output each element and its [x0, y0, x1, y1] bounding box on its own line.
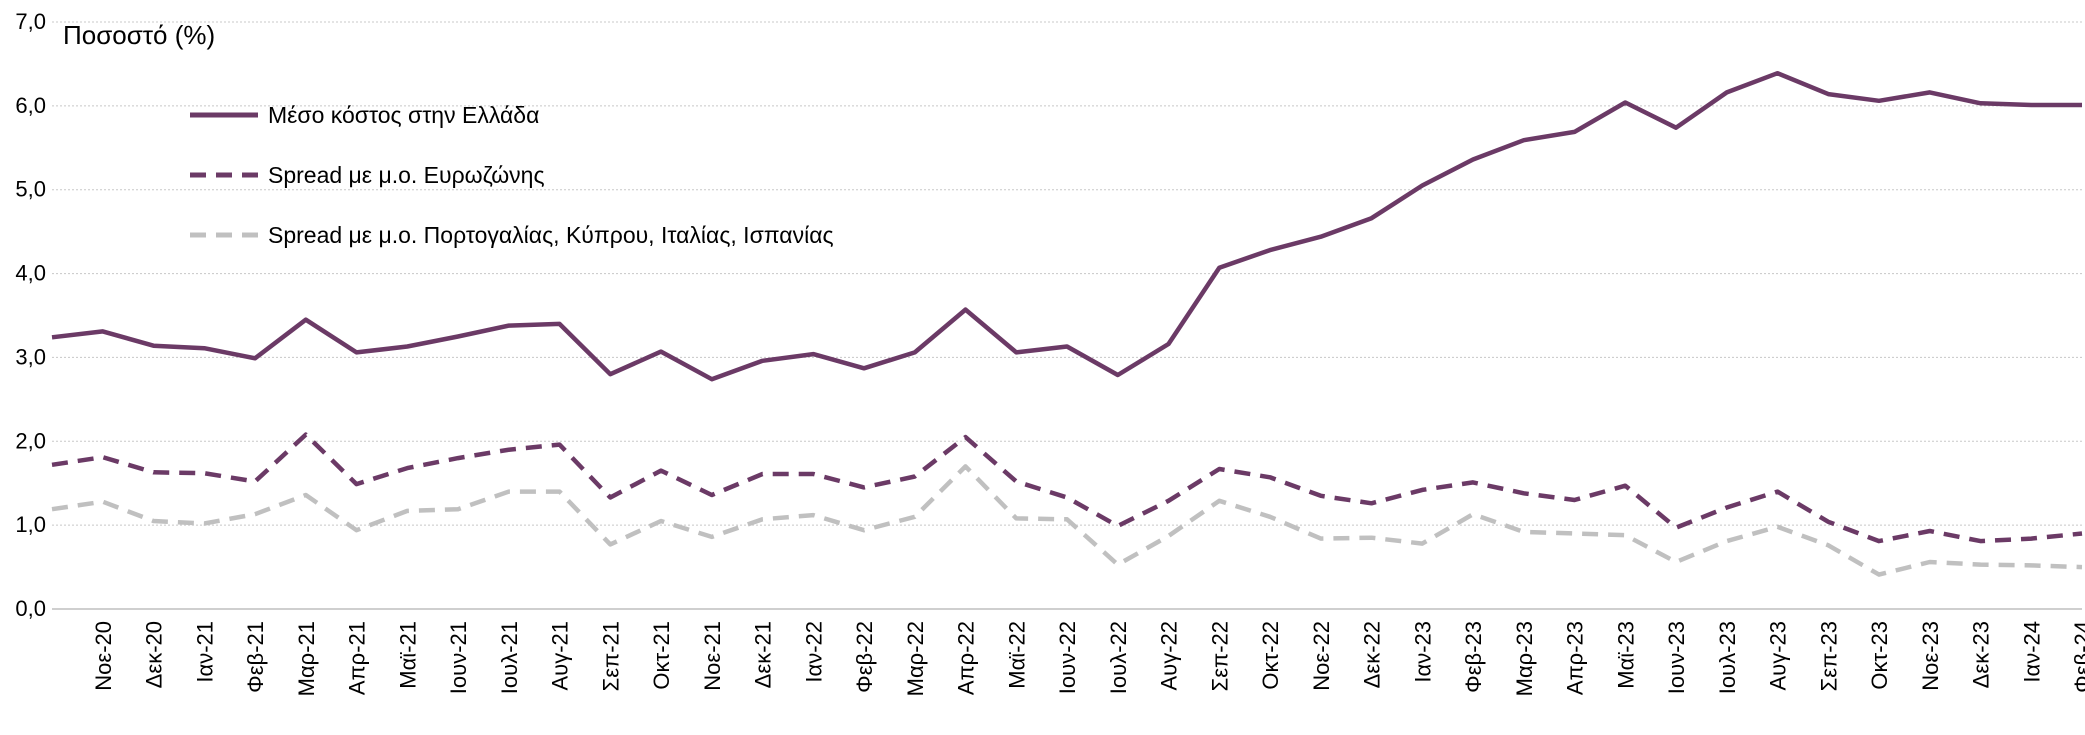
x-tick-label: Νοε-22 [1309, 621, 1334, 691]
y-axis-title: Ποσοστό (%) [63, 20, 216, 50]
y-tick-label: 6,0 [15, 93, 46, 118]
x-tick-label: Νοε-20 [91, 621, 116, 691]
y-tick-label: 5,0 [15, 177, 46, 202]
x-tick-label: Ιουλ-21 [497, 621, 522, 694]
x-tick-label: Φεβ-24 [2070, 621, 2085, 693]
x-tick-label: Αυγ-23 [1766, 621, 1791, 691]
x-tick-label: Ιουν-22 [1055, 621, 1080, 694]
x-tick-label: Ιαν-23 [1410, 621, 1435, 683]
gridlines [52, 21, 2082, 526]
x-tick-label: Φεβ-21 [243, 621, 268, 693]
y-tick-label: 3,0 [15, 344, 46, 369]
x-tick-label: Ιουλ-23 [1715, 621, 1740, 694]
x-tick-label: Οκτ-22 [1258, 621, 1283, 690]
x-tick-label: Σεπ-21 [598, 621, 623, 691]
x-tick-label: Μαϊ-23 [1613, 621, 1638, 689]
legend-label: Spread με μ.ο. Ευρωζώνης [268, 162, 545, 188]
x-tick-label: Αυγ-22 [1157, 621, 1182, 691]
x-tick-label: Αυγ-21 [548, 621, 573, 691]
x-tick-label: Νοε-21 [700, 621, 725, 691]
x-tick-label: Μαϊ-21 [395, 621, 420, 689]
series-line-1 [51, 70, 2082, 382]
x-tick-label: Σεπ-22 [1207, 621, 1232, 691]
y-tick-label: 0,0 [15, 596, 46, 621]
x-tick-label: Απρ-21 [345, 621, 370, 695]
series-lines [51, 70, 2083, 577]
x-tick-label: Δεκ-20 [142, 621, 167, 688]
x-tick-label: Μαϊ-22 [1004, 621, 1029, 689]
x-tick-label: Νοε-23 [1918, 621, 1943, 691]
y-tick-label: 1,0 [15, 512, 46, 537]
x-tick-label: Ιαν-22 [801, 621, 826, 683]
legend-label: Spread με μ.ο. Πορτογαλίας, Κύπρου, Ιταλ… [268, 222, 834, 248]
y-axis-tick-labels: 0,0 1,0 2,0 3,0 4,0 5,0 6,0 7,0 [15, 9, 46, 621]
x-tick-label: Ιαν-21 [192, 621, 217, 683]
x-tick-label: Απρ-23 [1563, 621, 1588, 695]
y-tick-label: 2,0 [15, 428, 46, 453]
x-tick-label: Δεκ-22 [1360, 621, 1385, 688]
x-tick-label: Ιαν-24 [2019, 621, 2044, 683]
x-tick-label: Ιουν-21 [446, 621, 471, 694]
x-tick-label: Δεκ-23 [1969, 621, 1994, 688]
x-tick-label: Σεπ-23 [1816, 621, 1841, 691]
y-tick-label: 7,0 [15, 9, 46, 34]
legend-swatch-solid [190, 112, 258, 118]
x-axis-tick-labels: Νοε-20 Δεκ-20 Ιαν-21 Φεβ-21 Μαρ-21 Απρ-21 Μαϊ-… [91, 621, 2085, 696]
legend-label: Μέσο κόστος στην Ελλάδα [268, 102, 540, 128]
x-tick-label: Μαρ-23 [1512, 621, 1537, 696]
x-tick-label: Μαρ-21 [294, 621, 319, 696]
x-tick-label: Οκτ-23 [1867, 621, 1892, 690]
x-tick-label: Ιουλ-22 [1106, 621, 1131, 694]
x-tick-label: Μαρ-22 [903, 621, 928, 696]
legend-swatch-dashed [190, 172, 258, 178]
x-tick-label: Απρ-22 [954, 621, 979, 695]
legend-swatch-dashed-gray [190, 232, 258, 238]
x-tick-label: Δεκ-21 [751, 621, 776, 688]
series-line-3 [51, 464, 2083, 577]
x-tick-label: Φεβ-22 [852, 621, 877, 693]
x-tick-label: Ιουν-23 [1664, 621, 1689, 694]
x-tick-label: Φεβ-23 [1461, 621, 1486, 693]
y-tick-label: 4,0 [15, 261, 46, 286]
x-tick-label: Οκτ-21 [649, 621, 674, 690]
